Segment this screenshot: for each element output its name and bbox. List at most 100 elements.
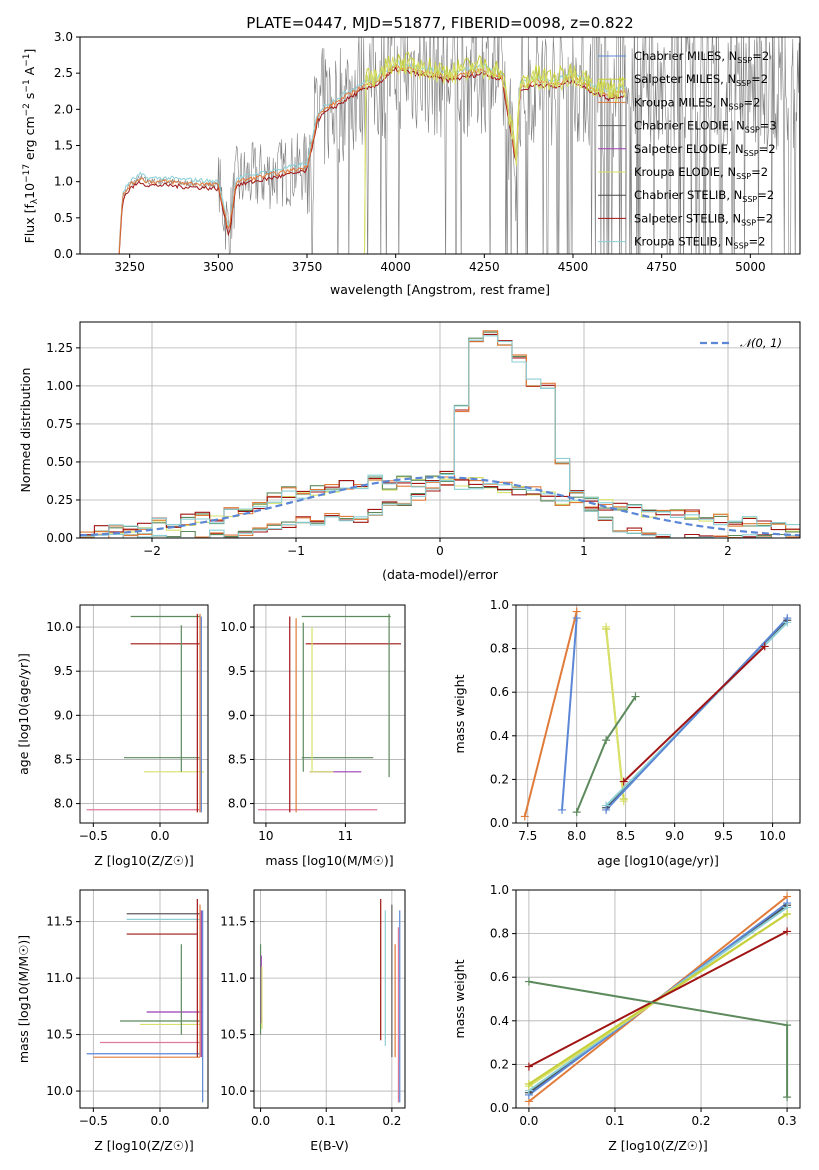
z_mass-xlabel: Z [log10(Z/Z☉)] (94, 1138, 194, 1153)
spectrum-xtick-label: 3250 (114, 260, 145, 274)
mass_age-frame (253, 604, 406, 824)
weight-line (605, 617, 789, 811)
ebv_mass-frame (253, 889, 406, 1109)
z_weight-xtick-label: 0.2 (691, 1114, 710, 1128)
spectrum-title: PLATE=0447, MJD=51877, FIBERID=0098, z=0… (246, 14, 633, 32)
weight-point (619, 797, 628, 806)
z-age-panel: −0.5 0.0 8.0 8.5 9.0 9.5 10.0 Z [log10(Z/Z☉)] ag… (16, 604, 209, 868)
legend-entry: Chabrier STELIB, NSSP=2 (634, 188, 774, 204)
legend-entry: Salpeter MILES, NSSP=2 (634, 72, 768, 88)
spectrum-model-line (118, 62, 626, 254)
z_mass-xtick-label: −0.5 (79, 1114, 108, 1128)
z_mass-ytick-label: 10.0 (46, 1084, 73, 1098)
spectrum-data-lines (118, 37, 800, 254)
residuals-panel: 𝒩(0, 1) −2 −1 0 1 20.000.250.500.751.001.25 … (18, 321, 801, 582)
weight-point (783, 909, 792, 918)
ebv_mass-xtick-label: 0.2 (382, 1114, 401, 1128)
legend-entry: Salpeter STELIB, NSSP=2 (634, 211, 773, 227)
legend-entry: Chabrier ELODIE, NSSP=3 (634, 119, 777, 135)
weight-line (523, 611, 578, 817)
normal-curve (79, 476, 801, 537)
ebv_mass-xtick-label: 0.0 (251, 1114, 270, 1128)
mass_age-marks (257, 613, 402, 813)
z_age-xtick-label: −0.5 (79, 829, 108, 843)
weight-point (783, 1021, 792, 1030)
z_mass-ylabel: mass [log10(M/M☉)] (16, 935, 31, 1063)
z_age-ytick-label: 8.5 (54, 752, 73, 766)
spectrum-ytick-label: 1.0 (54, 175, 73, 189)
z_weight-ytick-label: 0.4 (490, 1014, 509, 1028)
weight-line (575, 696, 637, 813)
z_mass-ytick-label: 11.5 (46, 915, 73, 929)
age_weight-xtick-label: 8.0 (567, 829, 586, 843)
weight-point (783, 1093, 792, 1102)
z_weight-ytick-label: 0.6 (490, 970, 509, 984)
legend-entry: Salpeter ELODIE, NSSP=2 (634, 142, 776, 158)
z_age-ytick-label: 9.5 (54, 664, 73, 678)
weight-point (602, 736, 611, 745)
residuals-xtick-label: −2 (143, 544, 161, 558)
residuals-ytick-label: 0.75 (46, 417, 73, 431)
z-weight-panel: 0.0 0.1 0.2 0.3 0.0 0.2 0.4 0.6 0.8 1.0 Z [log10(Z… (452, 883, 801, 1153)
z_age-frame (79, 604, 209, 824)
z_weight-xtick-label: 0.1 (605, 1114, 624, 1128)
residuals-ylabel: Normed distribution (18, 368, 33, 493)
spectrum-ytick-label: 2.0 (54, 102, 73, 116)
age_weight-ytick-label: 0.6 (490, 685, 509, 699)
mass_age-xtick-label: 10 (258, 829, 273, 843)
z_age-ytick-label: 8.0 (54, 797, 73, 811)
spectrum-ytick-label: 1.5 (54, 139, 73, 153)
weight-point (760, 642, 769, 651)
z_mass-ytick-label: 11.0 (46, 971, 73, 985)
residuals-xtick-label: 2 (724, 544, 732, 558)
mass-age-panel: 10 11 8.0 8.5 9.0 9.5 10.0 mass [log10(M/M☉)] (220, 604, 406, 868)
age_weight-ytick-label: 0.8 (490, 642, 509, 656)
ebv_mass-ytick-label: 11.5 (220, 915, 247, 929)
age_weight-xtick-label: 8.5 (616, 829, 635, 843)
spectrum-ytick-label: 0.5 (54, 211, 73, 225)
legend-entry: Kroupa MILES, NSSP=2 (634, 95, 760, 111)
spectrum-ylabel: Flux [fλ10−17 erg cm−2 s−1 A−1] (22, 49, 40, 244)
weight-point (520, 812, 529, 821)
weight-point (783, 927, 792, 936)
legend-entry: Chabrier MILES, NSSP=2 (634, 49, 769, 65)
residuals-ytick-label: 1.00 (46, 379, 73, 393)
z_age-ylabel: age [log10(age/yr)] (16, 653, 31, 775)
z_mass-xtick-label: 0.0 (150, 1114, 169, 1128)
z_weight-ytick-label: 0.2 (490, 1057, 509, 1071)
residuals-legend: 𝒩(0, 1) (700, 336, 782, 350)
spectrum-legend: Chabrier MILES, NSSP=2 Salpeter MILES, NS… (598, 49, 777, 251)
weight-point (572, 808, 581, 817)
spectrum-panel: PLATE=0447, MJD=51877, FIBERID=0098, z=0… (22, 14, 801, 297)
ebv_mass-xlabel: E(B-V) (310, 1138, 349, 1153)
z_weight-ytick-label: 0.8 (490, 927, 509, 941)
residuals-ytick-label: 0.00 (46, 531, 73, 545)
z_weight-xtick-label: 0.0 (519, 1114, 538, 1128)
weight-line (605, 626, 625, 802)
spectrum-ytick-label: 3.0 (54, 30, 73, 44)
z_weight-frame (515, 889, 801, 1109)
mass_age-xtick-label: 11 (338, 829, 353, 843)
spectrum-ytick-label: 2.5 (54, 66, 73, 80)
mass_age-xlabel: mass [log10(M/M☉)] (265, 853, 393, 868)
residuals-ytick-label: 0.50 (46, 455, 73, 469)
weight-point (602, 622, 611, 631)
legend-entry: Kroupa STELIB, NSSP=2 (634, 235, 765, 251)
age_weight-ytick-label: 0.0 (490, 816, 509, 830)
z_weight-xlabel: Z [log10(Z/Z☉)] (608, 1138, 708, 1153)
ebv_mass-ytick-label: 11.0 (220, 971, 247, 985)
residuals-ytick-label: 1.25 (46, 341, 73, 355)
legend-entry: Kroupa ELODIE, NSSP=2 (634, 165, 768, 181)
mass_age-ytick-label: 8.5 (228, 752, 247, 766)
z_weight-ytick-label: 1.0 (490, 883, 509, 897)
z_age-xtick-label: 0.0 (150, 829, 169, 843)
mass_age-ytick-label: 9.5 (228, 664, 247, 678)
spectrum-xtick-label: 4250 (469, 260, 500, 274)
weight-point (602, 805, 611, 814)
residuals-xtick-label: 0 (436, 544, 444, 558)
z_age-marks (86, 613, 204, 813)
z_mass-frame (79, 889, 209, 1109)
weight-line (528, 930, 788, 1068)
ebv_mass-ytick-label: 10.5 (220, 1028, 247, 1042)
age_weight-xlabel: age [log10(age/yr)] (597, 853, 719, 868)
